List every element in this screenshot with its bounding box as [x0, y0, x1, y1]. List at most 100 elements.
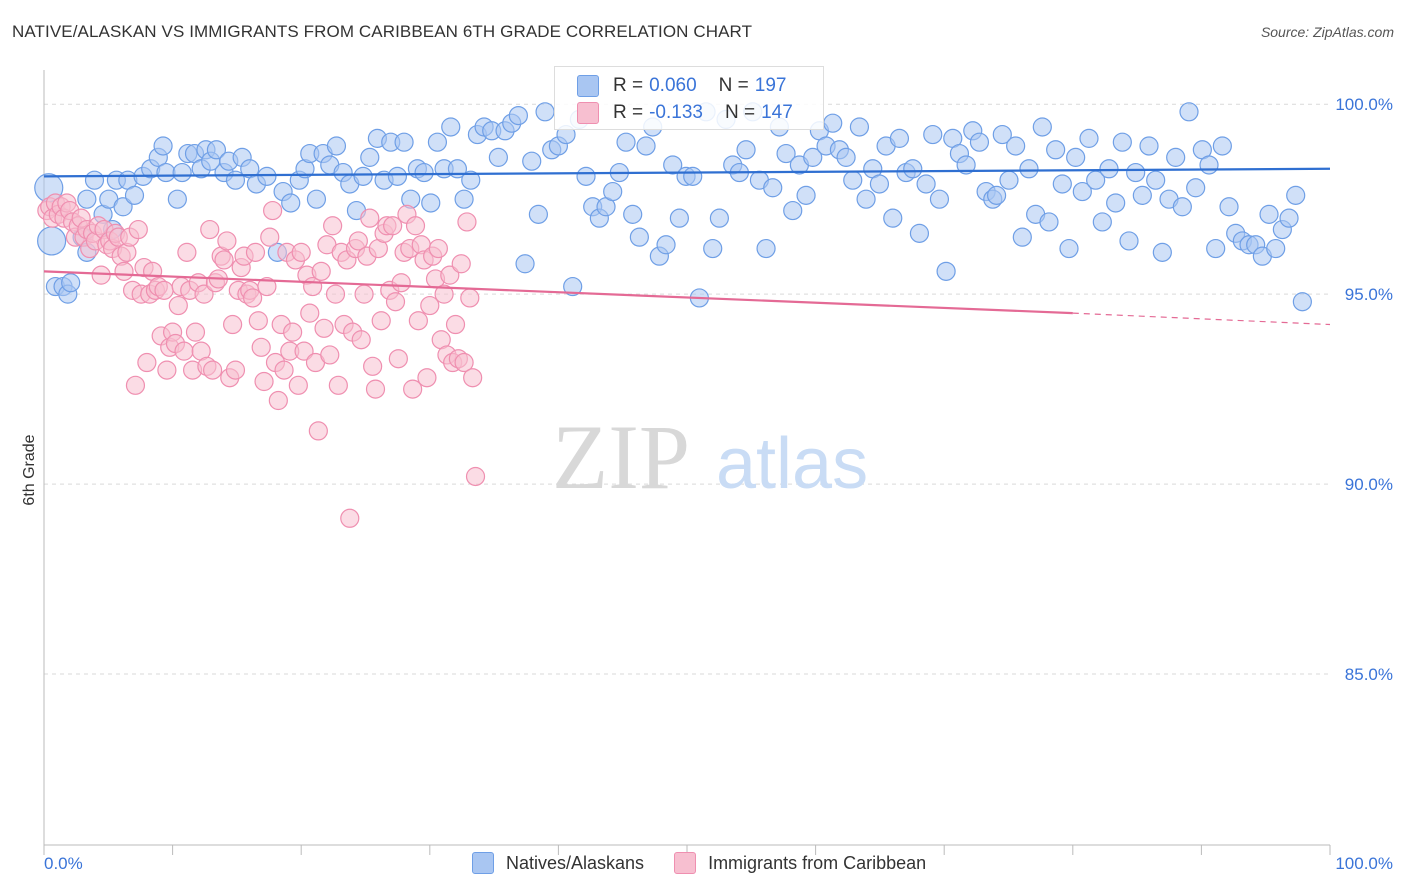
native-point: [394, 132, 414, 152]
native-point: [923, 124, 943, 145]
caribbean-point: [451, 254, 471, 274]
blue-swatch-icon: [577, 75, 599, 97]
native-point: [1166, 147, 1186, 167]
native-point: [1286, 185, 1306, 205]
caribbean-point: [268, 390, 288, 411]
stats-legend: R = 0.060 N = 197 R = -0.133 N = 147: [554, 66, 824, 130]
native-point: [929, 189, 950, 209]
native-point: [37, 226, 67, 256]
native-point: [84, 170, 105, 190]
axis-layer: 100.0% 95.0% 90.0% 85.0%: [43, 70, 1393, 855]
caribbean-point: [274, 360, 294, 380]
native-point: [1099, 159, 1119, 179]
caribbean-point: [91, 265, 111, 285]
caribbean-point: [174, 341, 194, 361]
native-point: [616, 132, 636, 152]
caribbean-point: [288, 375, 308, 395]
native-point: [889, 128, 910, 148]
caribbean-point: [185, 322, 206, 342]
caribbean-point: [328, 375, 348, 395]
native-point: [461, 170, 481, 190]
caribbean-point: [263, 200, 283, 221]
caribbean-point: [323, 216, 343, 236]
native-point: [869, 174, 890, 194]
native-point: [656, 235, 676, 255]
native-trend-line: [43, 167, 1331, 178]
caribbean-point: [417, 368, 437, 388]
caribbean-point: [445, 314, 466, 335]
native-point: [856, 189, 876, 209]
caribbean-point: [294, 341, 314, 361]
native-point: [903, 159, 923, 179]
legend-item-caribbean[interactable]: Immigrants from Caribbean: [674, 852, 926, 874]
caribbean-point: [300, 303, 320, 323]
caribbean-point: [254, 371, 274, 392]
caribbean-point: [420, 295, 440, 316]
r-value: 0.060: [649, 75, 697, 96]
legend-item-natives[interactable]: Natives/Alaskans: [472, 852, 644, 874]
caribbean-point: [137, 352, 157, 373]
native-point: [441, 117, 461, 137]
native-point: [1039, 212, 1059, 232]
caribbean-point: [157, 360, 177, 380]
native-point: [421, 193, 441, 213]
n-label: N =: [724, 102, 756, 123]
native-point: [535, 102, 555, 122]
native-point: [636, 136, 656, 156]
native-point: [414, 162, 434, 183]
native-point: [454, 189, 474, 209]
native-point: [1006, 136, 1026, 156]
native-point: [1019, 159, 1039, 179]
native-point: [849, 117, 870, 137]
caribbean-point: [311, 261, 331, 281]
native-point: [1012, 227, 1032, 247]
caribbean-point: [194, 284, 214, 304]
native-point: [1179, 102, 1199, 122]
n-value: 197: [754, 75, 787, 96]
native-point: [992, 124, 1012, 145]
native-point: [387, 166, 408, 186]
caribbean-point: [405, 216, 426, 236]
native-point: [167, 189, 187, 209]
caribbean-point: [128, 219, 148, 240]
x-tick-label-right: 100.0%: [1335, 854, 1393, 873]
caribbean-point: [360, 208, 380, 228]
n-value: 147: [761, 102, 793, 123]
native-point: [843, 170, 863, 190]
r-value: -0.133: [649, 102, 703, 123]
caribbean-point: [248, 311, 268, 331]
caribbean-point: [314, 318, 334, 338]
native-point: [783, 200, 803, 221]
native-point: [956, 155, 976, 175]
native-point: [528, 204, 548, 224]
native-point: [563, 276, 583, 297]
native-point: [1106, 193, 1126, 213]
caribbean-point: [388, 349, 408, 369]
caribbean-point: [260, 227, 280, 247]
native-point: [796, 185, 816, 205]
chart-title: NATIVE/ALASKAN VS IMMIGRANTS FROM CARIBB…: [12, 22, 753, 41]
n-label: N =: [718, 75, 749, 96]
caribbean-point: [354, 284, 374, 304]
native-point: [360, 147, 380, 167]
y-tick-label: 85.0%: [1345, 665, 1393, 684]
caribbean-point: [283, 322, 303, 342]
native-point: [156, 162, 176, 183]
native-point: [124, 185, 145, 205]
caribbean-point: [217, 231, 237, 251]
native-point: [1112, 132, 1132, 152]
legend-label-caribbean: Immigrants from Caribbean: [708, 852, 927, 873]
native-point: [909, 223, 930, 243]
native-point: [1066, 147, 1086, 167]
caribbean-point: [434, 284, 454, 304]
native-point: [803, 147, 823, 167]
native-point: [916, 174, 936, 194]
caribbean-point: [154, 280, 174, 300]
caribbean-trend-line: [43, 270, 1073, 315]
native-point: [703, 238, 723, 259]
watermark-zip: ZIP: [552, 406, 690, 508]
native-point: [1219, 197, 1239, 217]
native-point: [669, 208, 689, 228]
native-point: [1212, 136, 1232, 156]
